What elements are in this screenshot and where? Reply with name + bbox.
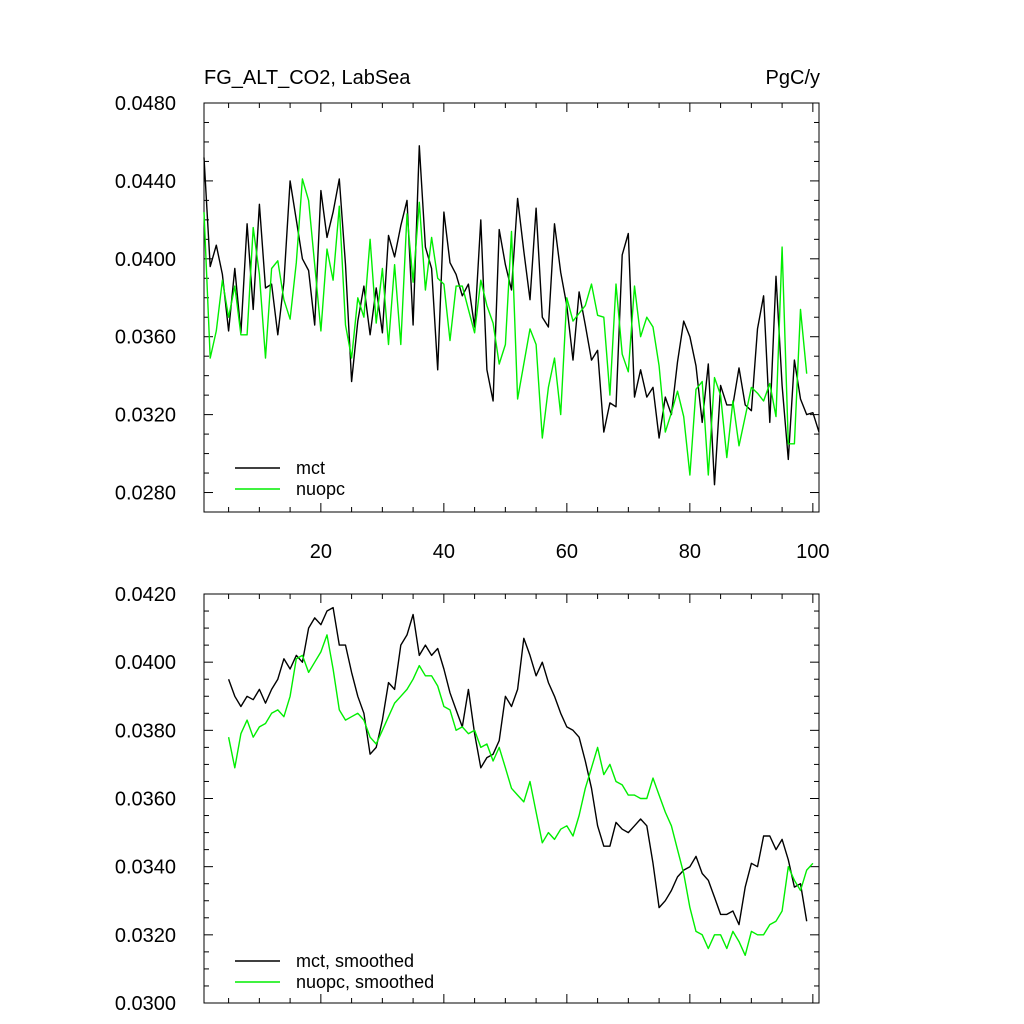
bottom-legend: mct, smoothed nuopc, smoothed (235, 951, 434, 992)
y-tick-label: 0.0360 (115, 327, 176, 349)
legend-label-nuopc-smoothed: nuopc, smoothed (296, 972, 434, 992)
series-line-mct-smoothed (227, 606, 808, 926)
y-tick-label: 0.0380 (115, 720, 176, 742)
x-tick-label: 60 (556, 541, 578, 563)
legend-label-mct-smoothed: mct, smoothed (296, 951, 414, 971)
y-tick-label: 0.0320 (115, 925, 176, 947)
series-line-mct (203, 145, 820, 486)
top-legend: mct nuopc (235, 458, 345, 499)
x-tick-label: 100 (796, 541, 829, 563)
x-tick-label: 40 (433, 541, 455, 563)
y-tick-label: 0.0300 (115, 993, 176, 1015)
y-tick-label: 0.0280 (115, 483, 176, 505)
top-plot-frame (203, 102, 820, 513)
bottom-series-lines (227, 606, 814, 956)
top-axes: 20 40 60 80 100 0.0480 0.0440 0.0400 0.0360 0.032… (115, 93, 830, 563)
y-tick-label: 0.0360 (115, 789, 176, 811)
y-tick-label: 0.0320 (115, 405, 176, 427)
series-line-nuopc (203, 178, 808, 476)
y-tick-label: 0.0420 (115, 584, 176, 606)
top-chart-units: PgC/y (766, 67, 820, 89)
y-tick-label: 0.0400 (115, 249, 176, 271)
top-series-lines (203, 145, 820, 486)
legend-label-nuopc: nuopc (296, 479, 345, 499)
y-tick-label: 0.0340 (115, 857, 176, 879)
x-tick-label: 20 (310, 541, 332, 563)
bottom-axes: 0.0420 0.0400 0.0380 0.0360 0.0340 0.0320 0.03… (115, 584, 819, 1015)
series-line-nuopc-smoothed (227, 634, 814, 956)
y-tick-label: 0.0400 (115, 652, 176, 674)
y-tick-label: 0.0480 (115, 93, 176, 115)
y-tick-label: 0.0440 (115, 171, 176, 193)
x-tick-label: 80 (679, 541, 701, 563)
legend-label-mct: mct (296, 458, 325, 478)
top-chart-title: FG_ALT_CO2, LabSea (204, 67, 411, 89)
